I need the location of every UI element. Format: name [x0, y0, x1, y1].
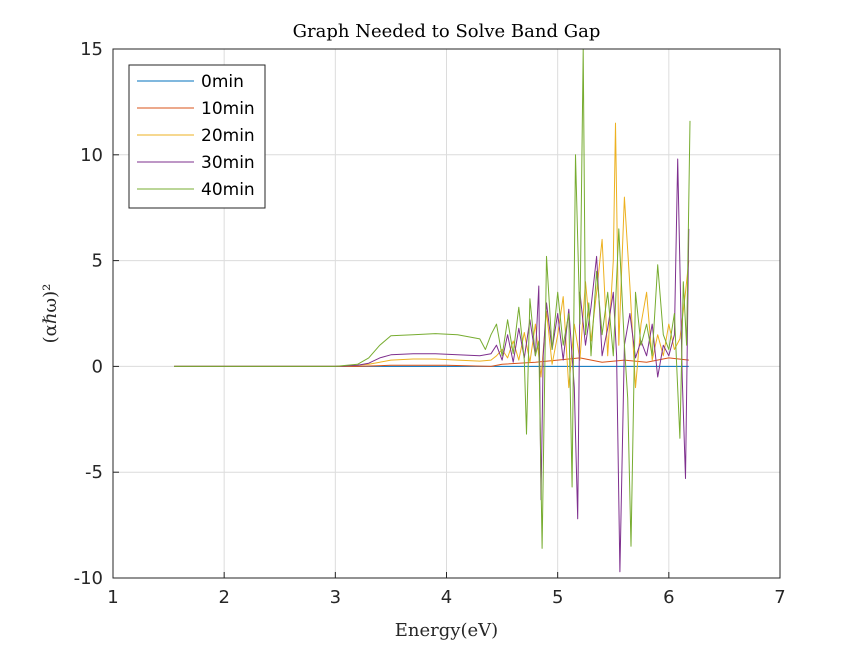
legend: 0min 10min 20min 30min 40min — [128, 64, 266, 209]
series-line-40min — [174, 48, 691, 549]
y-tick-label: -10 — [74, 568, 103, 589]
x-tick-label: 7 — [774, 587, 785, 608]
y-tick-label: -5 — [85, 462, 103, 483]
series-lines — [174, 48, 691, 573]
x-tick-label: 5 — [552, 587, 563, 608]
x-tick-label: 1 — [107, 587, 118, 608]
y-tick-label: 5 — [92, 251, 103, 272]
x-tick-label: 3 — [330, 587, 341, 608]
y-tick-label: 0 — [92, 356, 103, 377]
legend-label: 0min — [201, 72, 244, 92]
legend-label: 20min — [201, 126, 255, 146]
series-line-30min — [174, 158, 690, 573]
y-tick-label: 10 — [80, 145, 103, 166]
legend-label: 10min — [201, 99, 255, 119]
x-tick-label: 2 — [218, 587, 229, 608]
chart-title: Graph Needed to Solve Band Gap — [293, 21, 601, 42]
legend-box — [128, 64, 266, 209]
axes: 1 2 3 4 5 6 7 -10 -5 0 5 10 15 — [74, 39, 786, 608]
legend-label: 30min — [201, 153, 255, 173]
y-tick-label: 15 — [80, 39, 103, 60]
x-axis-label: Energy(eV) — [395, 620, 498, 641]
x-tick-label: 6 — [663, 587, 674, 608]
y-axis-label: (αℏω)² — [40, 284, 61, 344]
legend-label: 40min — [201, 180, 255, 200]
x-tick-label: 4 — [441, 587, 452, 608]
